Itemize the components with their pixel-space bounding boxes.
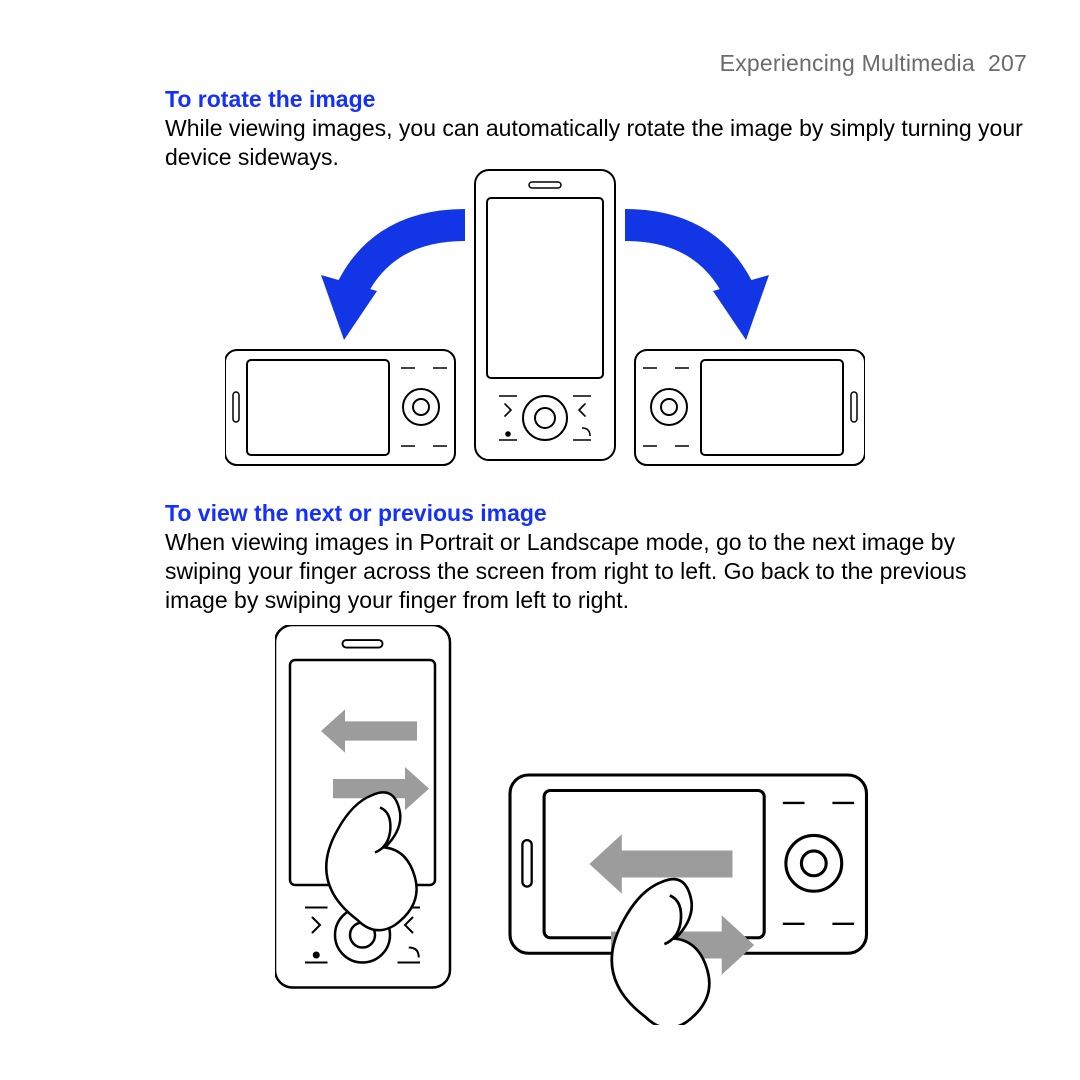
- section2-title: To view the next or previous image: [165, 500, 547, 527]
- section2-body: When viewing images in Portrait or Lands…: [165, 528, 1027, 614]
- rotate-arrow-right-icon: [625, 225, 769, 340]
- section1-body: While viewing images, you can automatica…: [165, 114, 1027, 172]
- page-header: Experiencing Multimedia 207: [720, 50, 1027, 77]
- section1-title: To rotate the image: [165, 86, 375, 113]
- chapter-title: Experiencing Multimedia: [720, 50, 975, 76]
- phone-portrait-center: [475, 170, 615, 460]
- figure-swipe: [275, 625, 880, 1025]
- phone-landscape-left: [225, 350, 455, 465]
- phone-landscape-right: [635, 350, 865, 465]
- figure-rotate: [225, 165, 865, 475]
- rotate-arrow-left-icon: [321, 225, 465, 340]
- page-number: 207: [988, 50, 1027, 76]
